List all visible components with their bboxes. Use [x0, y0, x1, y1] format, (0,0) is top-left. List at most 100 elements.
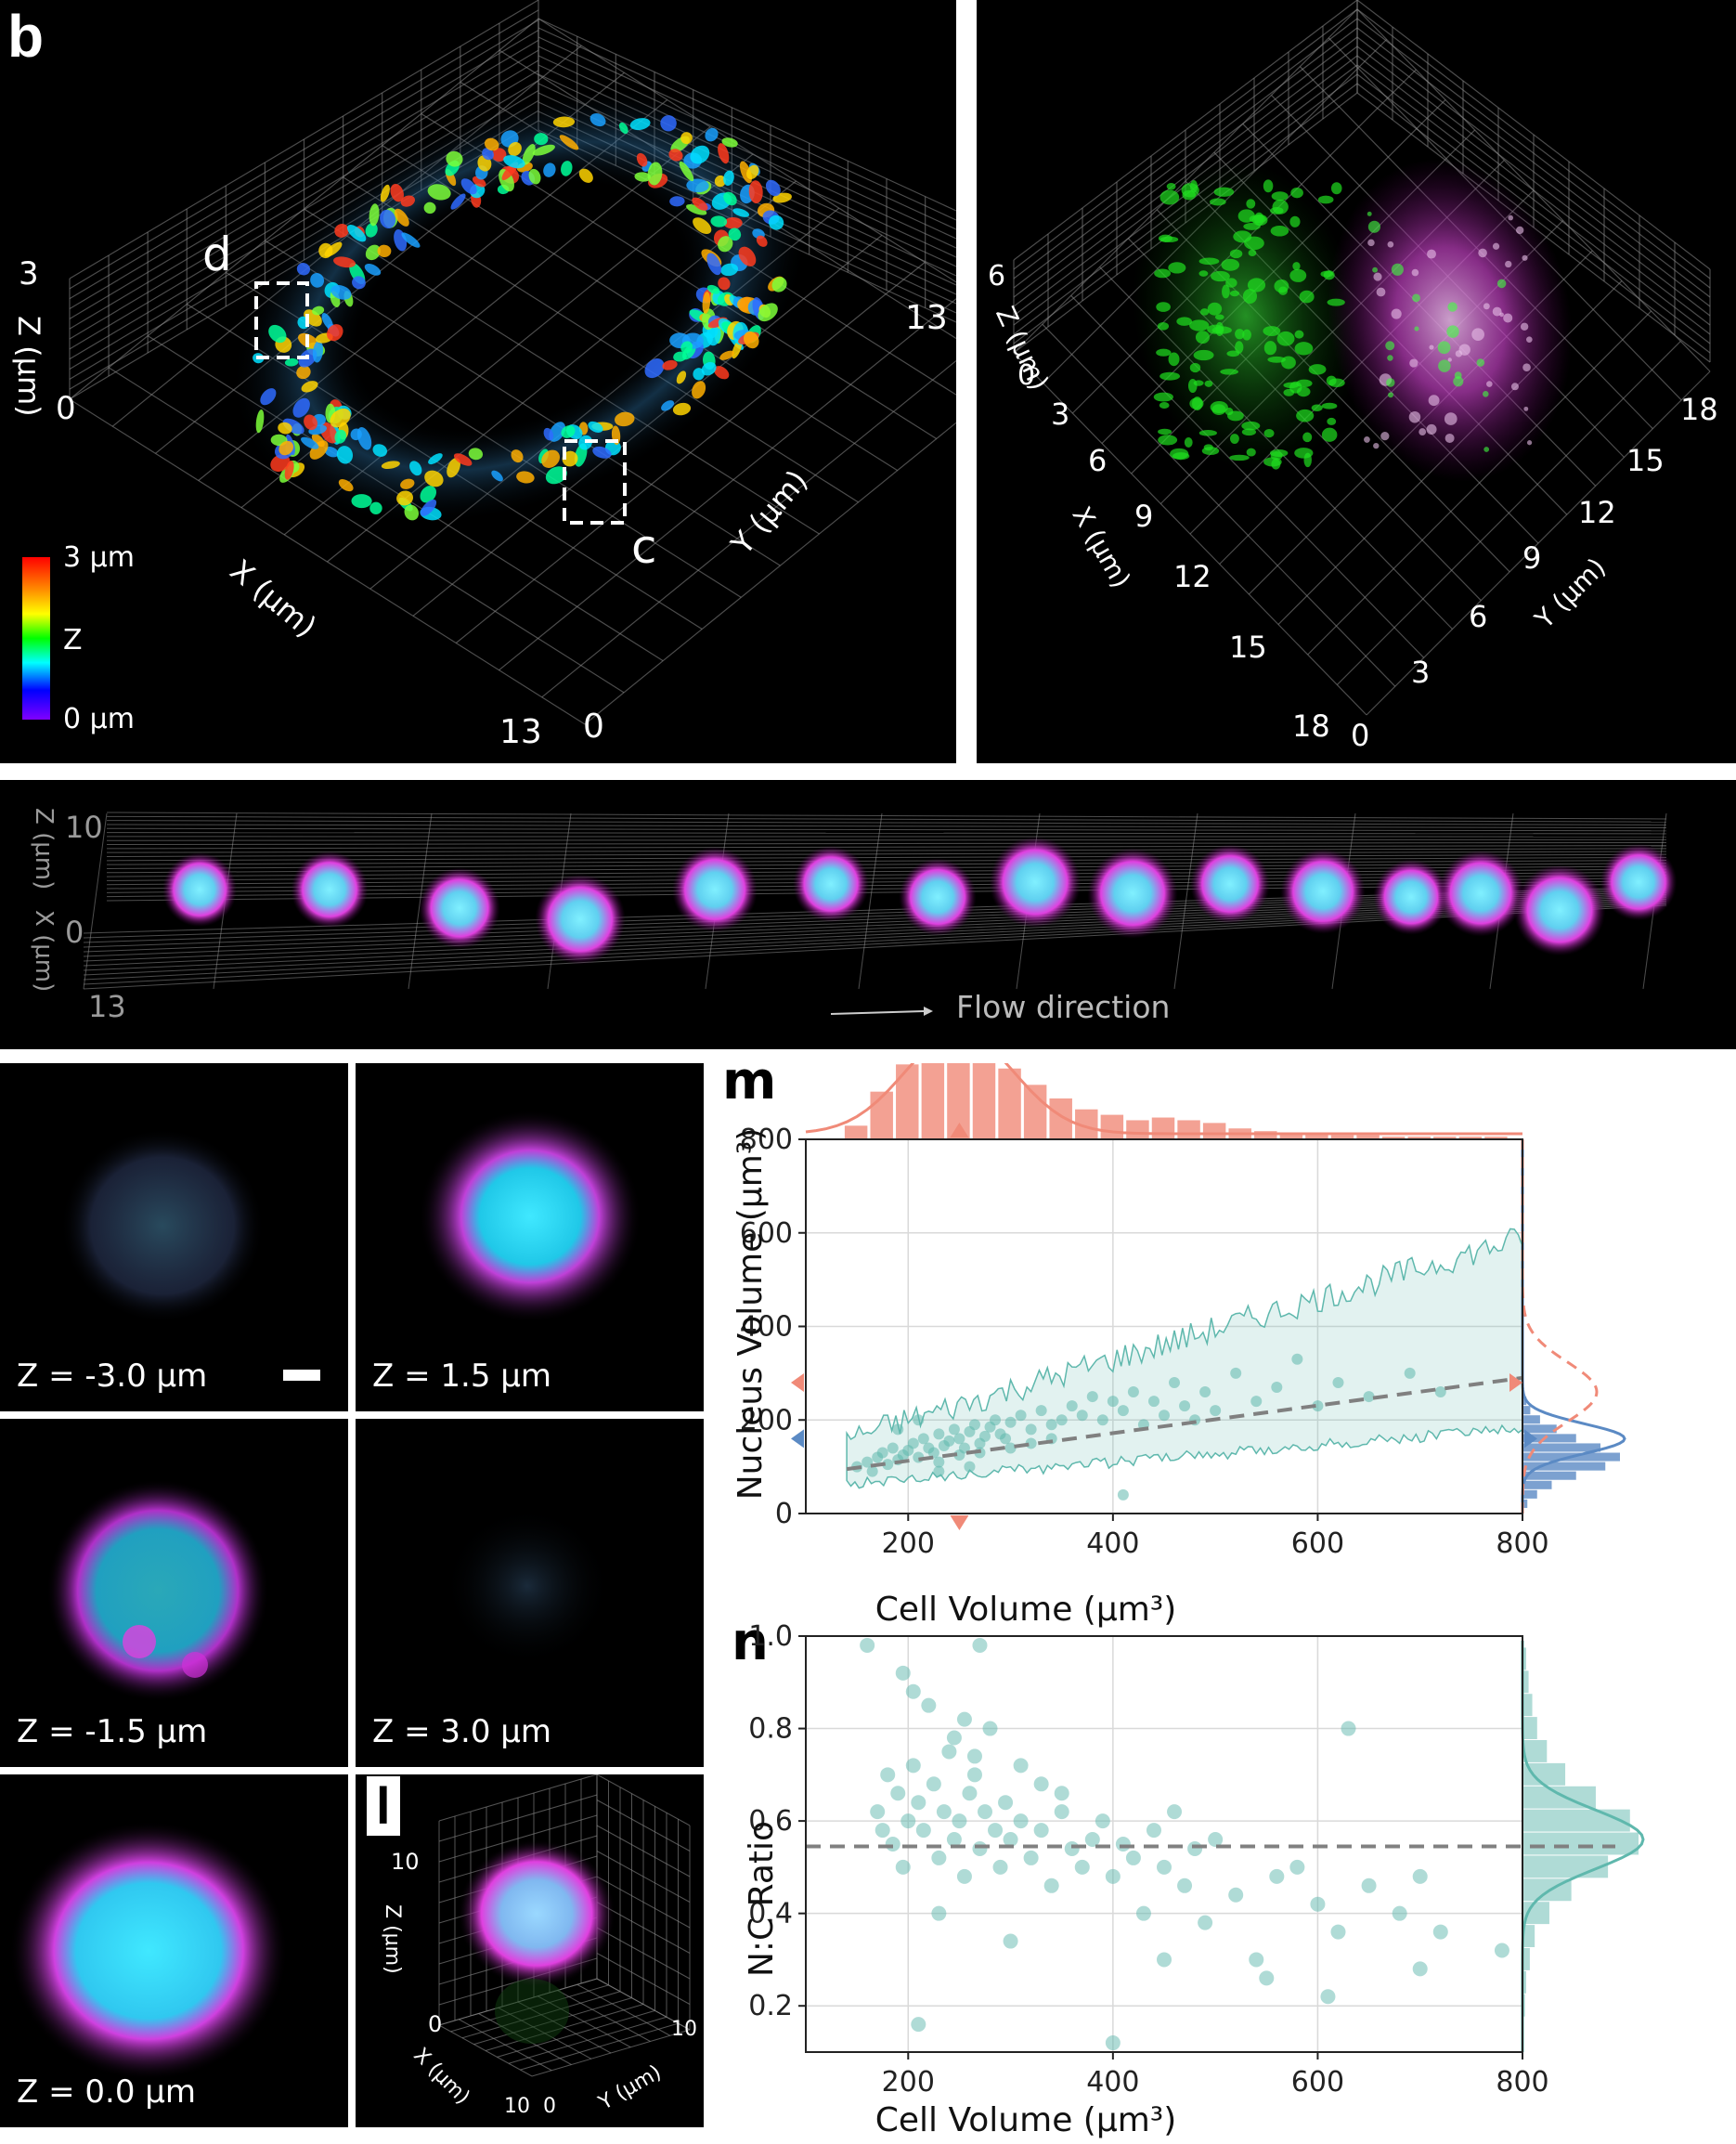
data-point: [1055, 1804, 1069, 1819]
green-punctum: [1331, 182, 1342, 194]
green-punctum: [1290, 188, 1303, 198]
green-punctum: [1205, 381, 1213, 387]
green-punctum: [1221, 259, 1239, 271]
data-point: [906, 1758, 921, 1773]
nucleus-speck: [1523, 407, 1528, 411]
data-point: [911, 2017, 926, 2032]
hist-bar: [1522, 1481, 1552, 1489]
b2-x-tick-6: 6: [1088, 443, 1107, 478]
z-slice-2-label: Z = 1.5 μm: [372, 1358, 551, 1395]
data-point: [1106, 1869, 1121, 1884]
data-point: [1167, 1804, 1182, 1819]
m-x-tick: 600: [1291, 1527, 1344, 1560]
n-y-tick: 0.2: [748, 1990, 793, 2022]
channel-line: [107, 833, 1666, 834]
z-slice-1: Z = -3.0 μm: [0, 1063, 348, 1411]
data-point: [1087, 1391, 1098, 1402]
data-point: [1187, 1841, 1202, 1856]
nucleus-speck: [1409, 411, 1420, 422]
z-slice-1-label: Z = -3.0 μm: [17, 1358, 207, 1395]
green-punctum: [1169, 352, 1180, 366]
data-point: [947, 1731, 962, 1746]
nucleus-speck: [1429, 395, 1440, 406]
green-punctum: [1302, 433, 1312, 443]
nucleus-speck: [1453, 376, 1463, 386]
nucleus-speck: [1412, 269, 1419, 277]
n-x-tick: 800: [1496, 2066, 1548, 2099]
hist-bar: [1522, 1694, 1533, 1716]
chart-m-xlabel: Cell Volume (μm³): [875, 1591, 1177, 1629]
z-slice-5: Z = 0.0 μm: [0, 1774, 348, 2127]
nucleus-speck: [1459, 344, 1470, 355]
b2-z-max-tick: 6: [988, 260, 1005, 292]
data-point: [880, 1767, 895, 1782]
hist-bar: [1522, 1717, 1537, 1739]
m-y-tick: 0: [775, 1498, 793, 1530]
panel-b2-render: [977, 0, 1736, 763]
flow-arrow: [831, 1011, 924, 1014]
l-z-axis-title: Z (μm): [381, 1904, 404, 1974]
nucleus-speck: [1388, 241, 1394, 248]
data-point: [1065, 1841, 1080, 1856]
data-point: [972, 1841, 987, 1856]
green-punctum: [1159, 235, 1172, 242]
data-point: [941, 1744, 956, 1759]
nucleus-speck: [1364, 436, 1370, 443]
data-point: [1005, 1417, 1017, 1428]
data-point: [998, 1795, 1013, 1810]
channel-line: [107, 812, 1666, 819]
b2-x-tick-15: 15: [1229, 630, 1267, 665]
nucleus-speck: [1377, 288, 1386, 297]
panel-b: b d c 3 0 Z (μm) X (μm) Y (μm) 13 13 0 3…: [0, 0, 956, 763]
data-point: [1036, 1405, 1047, 1416]
green-punctum: [1294, 448, 1313, 459]
data-point: [953, 1433, 965, 1444]
flow-cell: [672, 847, 758, 932]
data-point: [1014, 1758, 1029, 1773]
flow-arrow-head: [924, 1007, 933, 1016]
green-punctum: [1189, 319, 1209, 331]
y-max-tick: 13: [905, 299, 948, 337]
flow-channel-render: [0, 780, 1736, 1049]
nucleus-speck: [1446, 325, 1458, 337]
data-point: [979, 1431, 991, 1442]
data-point: [1269, 1869, 1284, 1884]
hist-bar: [896, 1064, 918, 1139]
z-colorbar: [22, 557, 50, 720]
green-punctum: [1168, 262, 1185, 273]
nucleus-speck: [1486, 381, 1493, 387]
green-punctum: [1272, 200, 1288, 214]
green-punctum: [1283, 389, 1294, 396]
m-x-tick: 800: [1496, 1527, 1548, 1560]
b2-y-tick-15: 15: [1626, 443, 1665, 478]
data-point: [896, 1666, 911, 1681]
green-punctum: [1154, 269, 1171, 279]
nucleus-speck: [1508, 215, 1513, 221]
green-punctum: [1283, 383, 1299, 388]
data-point: [1108, 1396, 1119, 1407]
data-point: [931, 1906, 946, 1921]
nucleus-speck: [1392, 308, 1402, 318]
b2-y-tick-9: 9: [1522, 540, 1541, 576]
l-y-end-tick: 10: [671, 2018, 697, 2041]
data-point: [1004, 1934, 1018, 1949]
data-point: [1067, 1400, 1078, 1411]
magenta-nucleus-signal: [1303, 139, 1598, 501]
data-point: [1075, 1860, 1090, 1875]
data-point: [1199, 1386, 1211, 1397]
charts-area: m 200 400 600 800 0 200 400 600 800 Cell…: [706, 1063, 1736, 2140]
data-point: [1310, 1897, 1325, 1912]
l-x-end-tick: 10: [504, 2095, 530, 2118]
chart-m-ylabel: Nucleus Volume (μm³): [732, 1128, 770, 1501]
z-axis-title: Z (μm): [11, 316, 46, 417]
nucleus-speck: [1409, 358, 1418, 367]
green-punctum: [1309, 364, 1327, 374]
scale-bar: [283, 1370, 320, 1381]
data-point: [993, 1860, 1008, 1875]
data-point: [931, 1851, 946, 1865]
data-point: [1118, 1405, 1129, 1416]
data-point: [964, 1462, 975, 1473]
data-point: [911, 1795, 926, 1810]
data-point: [972, 1638, 987, 1653]
green-punctum: [1198, 270, 1208, 277]
